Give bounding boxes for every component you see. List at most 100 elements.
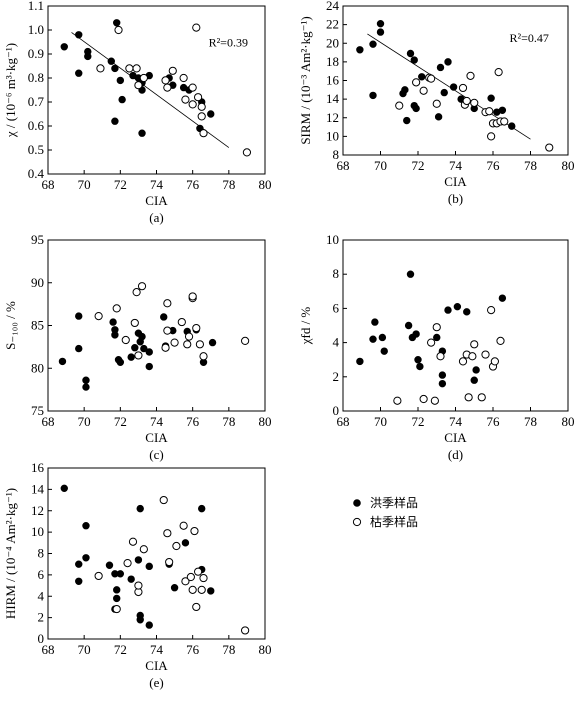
x-tick-label: 76 — [487, 158, 501, 173]
y-axis-label: HIRM / (10⁻⁴ Am²·kg⁻¹) — [3, 488, 18, 619]
x-tick-label: 68 — [42, 414, 55, 429]
data-point-dry — [432, 323, 441, 332]
data-point-flood — [82, 554, 90, 562]
data-point-flood — [404, 321, 413, 330]
data-point-dry — [188, 585, 197, 594]
data-point-dry — [192, 602, 201, 612]
data-point-dry — [199, 573, 208, 583]
data-point-flood — [498, 294, 507, 302]
x-tick-label: 72 — [114, 177, 127, 192]
chart-panel-a: 68 70 72 74 76 78 80 0.4 0.5 0.6 0.7 0.8 0.9 1.0 1.1 CI… — [3, 0, 272, 225]
data-point-flood — [433, 333, 441, 342]
data-point-dry — [481, 350, 490, 359]
data-point-dry — [121, 335, 130, 345]
data-point-flood — [136, 616, 144, 624]
y-tick-label: 0 — [333, 403, 340, 418]
data-point-dry — [485, 107, 494, 116]
panel-label: (c) — [149, 447, 163, 462]
data-point-dry — [197, 102, 206, 111]
data-point-dry — [427, 74, 436, 83]
data-point-dry — [432, 99, 441, 108]
series-dry — [96, 23, 252, 157]
data-point-dry — [470, 98, 479, 107]
data-point-dry — [487, 132, 496, 141]
plot-frame — [47, 467, 266, 640]
data-point-flood — [207, 110, 215, 118]
data-point-dry — [195, 340, 204, 349]
r-squared-annotation: R²=0.47 — [510, 31, 549, 45]
data-point-dry — [188, 100, 197, 109]
data-point-dry — [172, 541, 181, 551]
data-point-flood — [472, 366, 480, 374]
data-point-dry — [436, 352, 445, 361]
data-point-dry — [139, 545, 148, 554]
data-point-dry — [468, 352, 477, 361]
data-point-dry — [163, 326, 172, 335]
panel-label: (b) — [448, 191, 463, 206]
data-point-dry — [159, 495, 168, 505]
x-tick-label: 76 — [186, 642, 200, 657]
data-point-dry — [494, 68, 503, 77]
data-point-flood — [75, 577, 83, 585]
data-point-flood — [145, 362, 153, 371]
data-point-dry — [168, 66, 177, 75]
data-point-flood — [356, 46, 364, 54]
y-tick-label: 8 — [38, 546, 45, 561]
y-tick-label: 8 — [333, 266, 340, 281]
y-tick-label: 0.5 — [28, 142, 44, 157]
y-tick-label: 12 — [31, 503, 44, 518]
data-point-flood — [416, 362, 424, 371]
data-point-flood — [145, 621, 153, 629]
data-point-flood — [444, 306, 452, 314]
y-axis-label: χfd / % — [298, 307, 313, 346]
x-tick-label: 72 — [114, 642, 127, 657]
data-point-flood — [369, 91, 377, 100]
data-point-flood — [414, 356, 422, 364]
data-point-flood — [116, 358, 125, 366]
data-point-dry — [197, 585, 206, 594]
y-tick-label: 16 — [326, 73, 340, 88]
data-point-flood — [60, 484, 68, 493]
x-tick-label: 68 — [42, 177, 55, 192]
data-point-dry — [193, 93, 203, 102]
data-point-dry — [197, 112, 206, 121]
data-point-flood — [134, 556, 143, 564]
data-point-dry — [192, 323, 201, 333]
data-point-dry — [163, 299, 172, 308]
x-axis-label: CIA — [444, 430, 467, 445]
x-tick-label: 80 — [259, 177, 272, 192]
y-axis-label: χ / (10⁻⁶ m³·kg⁻¹) — [3, 43, 18, 138]
data-point-flood — [136, 504, 144, 513]
series-flood — [356, 19, 516, 130]
data-point-flood — [138, 332, 146, 341]
data-point-dry — [242, 148, 252, 157]
data-point-flood — [82, 383, 90, 391]
series-flood — [356, 270, 507, 388]
data-point-flood — [131, 344, 139, 352]
data-point-dry — [464, 393, 473, 402]
data-point-flood — [453, 302, 462, 311]
y-tick-label: 95 — [31, 232, 44, 247]
x-tick-label: 72 — [412, 414, 425, 429]
x-tick-label: 68 — [337, 414, 350, 429]
data-point-dry — [128, 537, 138, 546]
data-point-dry — [134, 581, 143, 590]
plot-frame — [342, 239, 569, 412]
data-point-dry — [114, 25, 123, 35]
data-point-flood — [113, 586, 121, 594]
legend-marker-dry — [352, 517, 362, 527]
x-tick-label: 80 — [562, 158, 575, 173]
data-point-flood — [160, 313, 168, 321]
x-tick-label: 78 — [524, 158, 537, 173]
data-point-dry — [466, 71, 475, 80]
data-point-dry — [199, 129, 208, 138]
y-tick-label: 24 — [326, 0, 340, 13]
data-point-flood — [463, 308, 471, 316]
y-tick-label: 6 — [333, 300, 340, 315]
data-point-flood — [371, 318, 379, 326]
x-tick-label: 80 — [259, 414, 272, 429]
data-point-dry — [193, 567, 203, 576]
x-tick-label: 78 — [222, 177, 235, 192]
panel-label: (e) — [149, 675, 163, 690]
y-tick-label: 12 — [326, 110, 339, 125]
